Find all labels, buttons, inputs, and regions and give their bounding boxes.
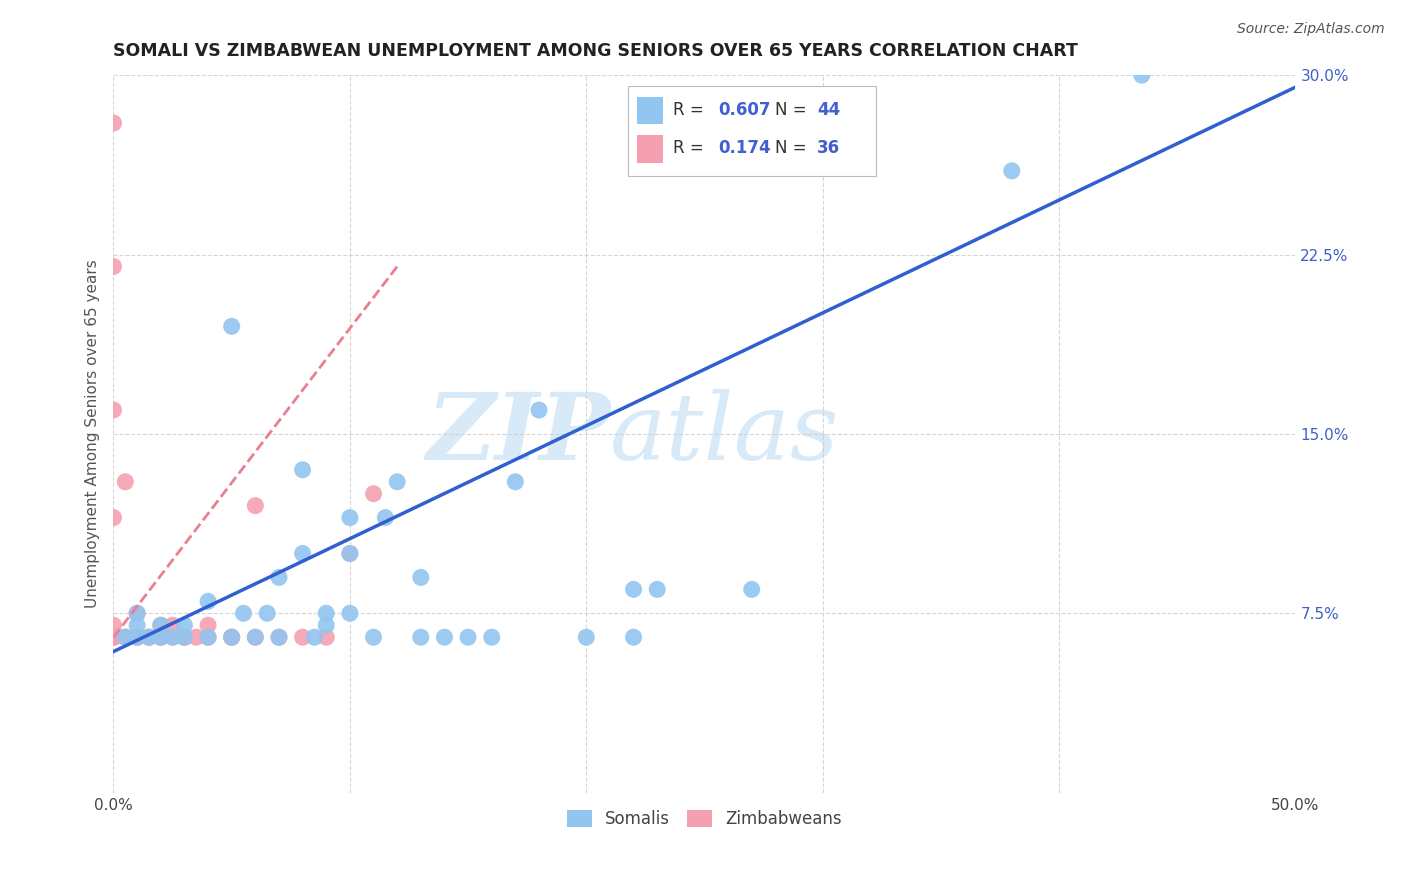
Text: R =: R = xyxy=(672,101,703,119)
Point xyxy=(186,630,208,644)
Point xyxy=(433,630,456,644)
Point xyxy=(114,630,136,644)
Point xyxy=(173,618,195,632)
Point xyxy=(103,630,125,644)
Point xyxy=(363,630,385,644)
Point xyxy=(291,463,314,477)
Point xyxy=(162,630,184,644)
Point xyxy=(173,630,195,644)
Point xyxy=(138,630,160,644)
Text: 36: 36 xyxy=(817,139,839,157)
Text: Source: ZipAtlas.com: Source: ZipAtlas.com xyxy=(1237,22,1385,37)
Point xyxy=(149,630,172,644)
Point xyxy=(291,547,314,561)
Text: 0.607: 0.607 xyxy=(718,101,770,119)
Point xyxy=(138,630,160,644)
Point xyxy=(127,607,149,621)
Point xyxy=(1130,68,1153,82)
Point xyxy=(114,630,136,644)
Point xyxy=(339,547,361,561)
Point xyxy=(197,630,219,644)
Text: 44: 44 xyxy=(817,101,839,119)
Point xyxy=(339,607,361,621)
Point xyxy=(339,547,361,561)
Point xyxy=(245,630,267,644)
Point xyxy=(315,630,337,644)
Point xyxy=(197,594,219,608)
Point xyxy=(315,607,337,621)
Point xyxy=(623,630,645,644)
Point xyxy=(127,630,149,644)
Point xyxy=(197,618,219,632)
Point xyxy=(741,582,763,597)
Point xyxy=(505,475,527,489)
Point xyxy=(232,607,254,621)
Text: SOMALI VS ZIMBABWEAN UNEMPLOYMENT AMONG SENIORS OVER 65 YEARS CORRELATION CHART: SOMALI VS ZIMBABWEAN UNEMPLOYMENT AMONG … xyxy=(114,42,1078,60)
Point xyxy=(409,570,432,584)
Point xyxy=(575,630,598,644)
Point xyxy=(103,630,125,644)
Point xyxy=(173,630,195,644)
Point xyxy=(138,630,160,644)
Point xyxy=(385,475,408,489)
Point xyxy=(103,630,125,644)
Point xyxy=(267,570,290,584)
Point xyxy=(149,630,172,644)
Point xyxy=(127,630,149,644)
Point xyxy=(363,486,385,500)
Point xyxy=(291,630,314,644)
Point xyxy=(304,630,326,644)
FancyBboxPatch shape xyxy=(627,86,876,176)
Point xyxy=(1001,164,1024,178)
Point xyxy=(267,630,290,644)
Point xyxy=(127,607,149,621)
Point xyxy=(409,630,432,644)
Point xyxy=(623,582,645,597)
Bar xyxy=(637,96,664,124)
Point xyxy=(339,510,361,524)
Point xyxy=(221,630,243,644)
Text: R =: R = xyxy=(672,139,703,157)
Point xyxy=(267,630,290,644)
Point xyxy=(221,630,243,644)
Point xyxy=(127,618,149,632)
Text: ZIP: ZIP xyxy=(426,389,610,479)
Point xyxy=(221,319,243,334)
Point xyxy=(527,403,550,417)
Point xyxy=(103,510,125,524)
Text: 0.174: 0.174 xyxy=(718,139,772,157)
Point xyxy=(457,630,479,644)
Point xyxy=(221,630,243,644)
Point xyxy=(162,618,184,632)
Legend: Somalis, Zimbabweans: Somalis, Zimbabweans xyxy=(561,803,849,835)
Point xyxy=(103,618,125,632)
Point xyxy=(103,116,125,130)
Point xyxy=(103,403,125,417)
Point xyxy=(162,630,184,644)
Point xyxy=(374,510,396,524)
Point xyxy=(114,475,136,489)
Point xyxy=(173,630,195,644)
Point xyxy=(149,618,172,632)
Point xyxy=(197,630,219,644)
Text: N =: N = xyxy=(775,139,807,157)
Point xyxy=(114,630,136,644)
Y-axis label: Unemployment Among Seniors over 65 years: Unemployment Among Seniors over 65 years xyxy=(86,260,100,608)
Text: N =: N = xyxy=(775,101,807,119)
Point xyxy=(127,630,149,644)
Point xyxy=(149,630,172,644)
Point xyxy=(256,607,278,621)
Point xyxy=(315,618,337,632)
Point xyxy=(481,630,503,644)
Point xyxy=(149,618,172,632)
Point xyxy=(245,499,267,513)
Point xyxy=(245,630,267,644)
Point xyxy=(645,582,668,597)
Text: atlas: atlas xyxy=(610,389,839,479)
Point xyxy=(103,260,125,274)
Point xyxy=(173,630,195,644)
Bar xyxy=(637,136,664,162)
